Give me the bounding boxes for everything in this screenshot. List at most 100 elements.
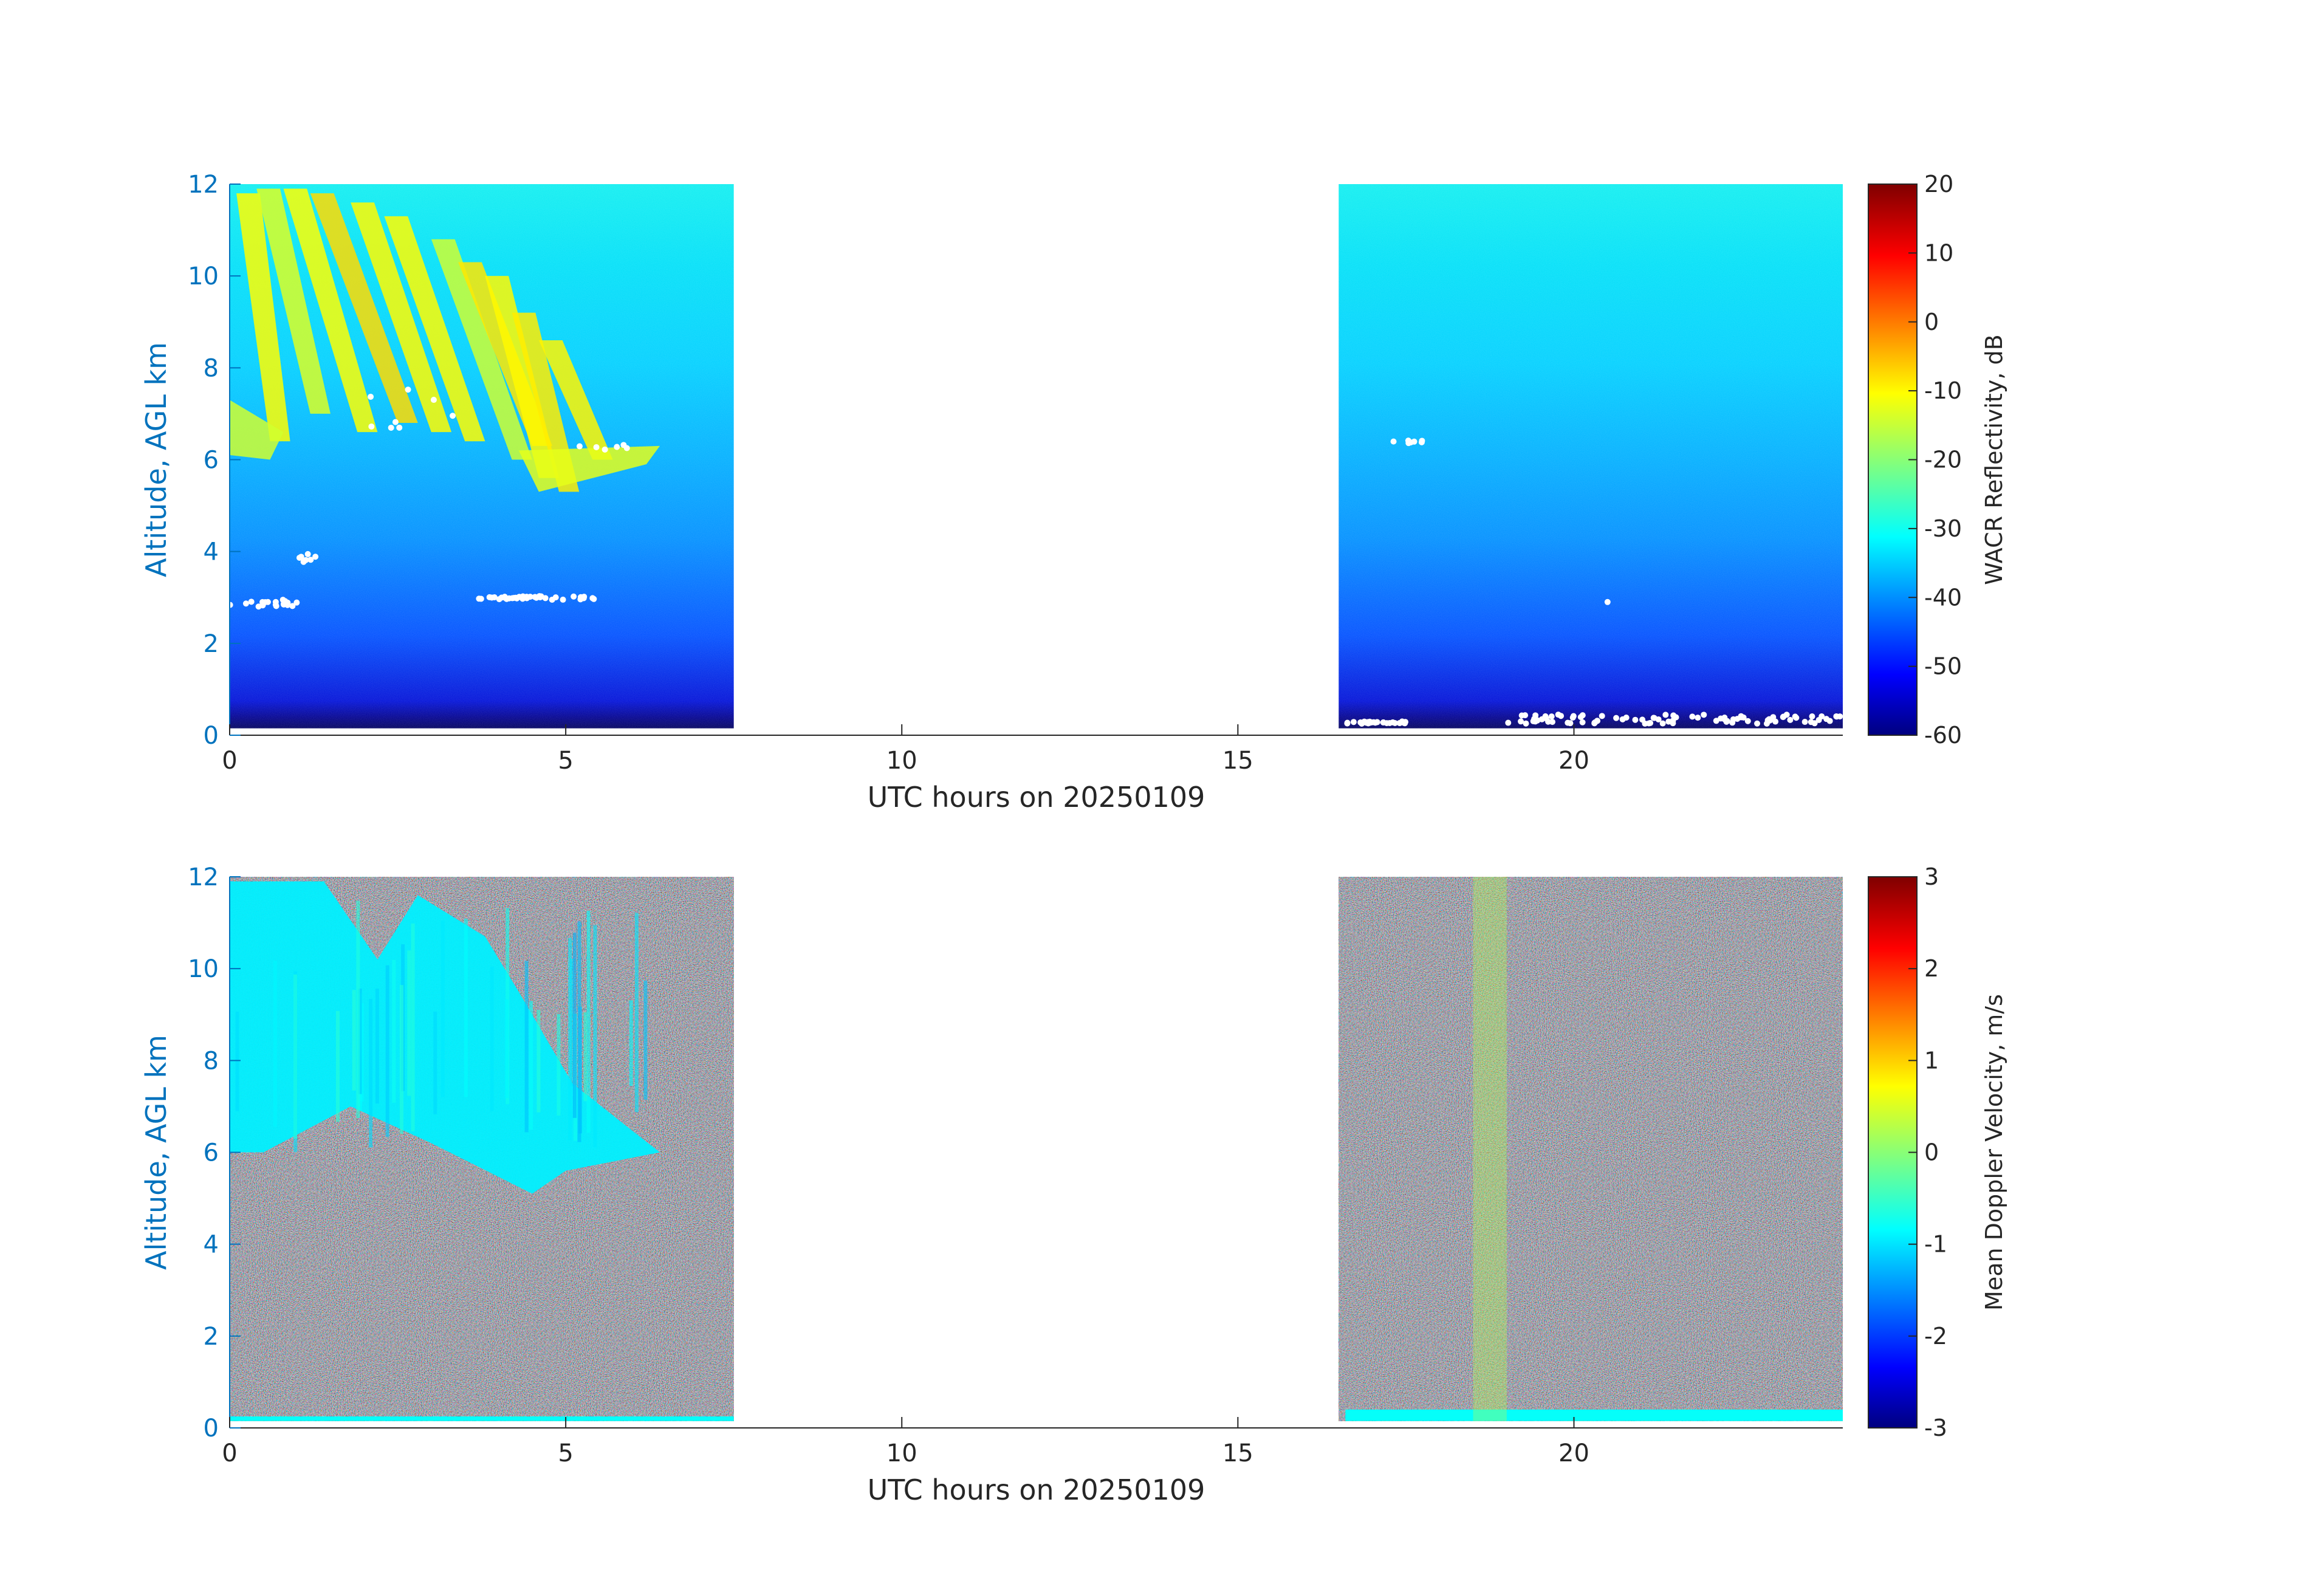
hydrometeor-point: [1632, 716, 1639, 723]
data-segment-noise: [1339, 877, 1843, 1421]
hydrometeor-point: [1695, 715, 1701, 721]
hydrometeor-point: [486, 594, 493, 600]
colorbar-tick-label: -20: [1924, 447, 1962, 473]
hydrometeor-point: [1365, 720, 1372, 727]
colorbar-tick-label: -40: [1924, 584, 1962, 611]
reflectivity-colorbar: 20 10 0 -10 -20 -30 -40 -50 -60: [1868, 171, 1962, 749]
colorbar-tick-label: 1: [1924, 1047, 1939, 1074]
cirrus-streak: [485, 276, 560, 478]
hydrometeor-point: [1579, 719, 1586, 725]
hydrometeor-point: [571, 593, 577, 600]
hydrometeor-point: [230, 602, 233, 608]
hydrometeor-point: [593, 444, 600, 450]
hydrometeor-point: [1402, 719, 1409, 725]
hydrometeor-point: [1579, 712, 1586, 719]
x-tick-label: 15: [1222, 1439, 1253, 1467]
cirrus-streak: [310, 193, 418, 424]
hydrometeor-point: [1523, 720, 1529, 727]
hydrometeor-point: [388, 424, 394, 431]
y-tick-label: 2: [204, 630, 219, 658]
y-tick-label: 0: [204, 1415, 219, 1442]
hydrometeor-point: [1662, 712, 1669, 718]
colorbar-tick-label: 2: [1924, 955, 1939, 982]
y-tick-label: 6: [204, 447, 219, 475]
hydrometeor-point: [1405, 439, 1412, 445]
hydrometeor-point: [1567, 720, 1574, 727]
hydrometeor-point: [1659, 720, 1666, 727]
hydrometeor-point: [1809, 713, 1815, 720]
x-tick-label: 5: [558, 747, 573, 775]
hydrometeor-point: [450, 413, 456, 419]
colorbar-tick-label: -30: [1924, 515, 1962, 542]
colorbar-tick-label: 20: [1924, 171, 1953, 197]
hydrometeor-point: [1833, 713, 1840, 720]
hydrometeor-point: [284, 601, 291, 608]
hydrometeor-point: [396, 424, 403, 431]
hydrometeor-point: [602, 446, 608, 453]
hydrometeor-point: [300, 558, 307, 565]
y-tick-label: 4: [204, 1231, 219, 1259]
hydrometeor-point: [242, 600, 249, 607]
cirrus-streak: [283, 188, 378, 433]
colorbar-tick-label: -50: [1924, 653, 1962, 680]
y-tick-label: 8: [204, 354, 219, 382]
hydrometeor-point: [368, 423, 375, 430]
hydrometeor-point: [1689, 713, 1696, 720]
cloud-region: [230, 881, 660, 1194]
hydrometeor-point: [1390, 438, 1397, 445]
y-axis-title: Altitude, AGL km: [140, 1035, 173, 1270]
cloud-layer: [230, 400, 284, 460]
hydrometeor-point: [476, 595, 482, 602]
hydrometeor-point: [1518, 712, 1525, 719]
x-axis-title: UTC hours on 20250109: [868, 781, 1205, 814]
hydrometeor-point: [1772, 718, 1779, 725]
hydrometeor-point: [1380, 719, 1387, 725]
hydrometeor-point: [552, 594, 559, 601]
surface-layer: [1345, 1409, 1843, 1421]
hydrometeor-point: [1744, 718, 1751, 724]
hydrometeor-point: [255, 603, 262, 610]
hydrometeor-point: [591, 595, 597, 602]
hydrometeor-point: [1811, 720, 1818, 727]
hydrometeor-point: [1670, 712, 1677, 719]
hydrometeor-point: [1642, 720, 1648, 727]
hydrometeor-point: [1548, 713, 1555, 720]
hydrometeor-point: [1701, 712, 1707, 718]
hydrometeor-point: [1665, 718, 1672, 725]
hydrometeor-point: [1729, 719, 1736, 726]
near-zero-band: [1473, 877, 1507, 1421]
hydrometeor-point: [293, 599, 300, 606]
hydrometeor-point: [1370, 719, 1377, 725]
y-tick-label: 0: [204, 722, 219, 750]
hydrometeor-point: [1549, 719, 1555, 725]
colorbar-tick-label: 0: [1924, 309, 1939, 335]
hydrometeor-point: [312, 554, 319, 560]
hydrometeor-point: [1604, 599, 1611, 605]
colorbar-tick-label: 10: [1924, 239, 1953, 266]
hydrometeor-point: [1801, 719, 1808, 725]
hydrometeor-point: [1647, 719, 1654, 726]
y-axis-title: Altitude, AGL km: [140, 342, 173, 577]
cirrus-streak: [351, 202, 452, 433]
colorbar-tick-label: -2: [1924, 1323, 1947, 1350]
velocity-colorbar: 3 2 1 0 -1 -2 -3: [1868, 863, 1947, 1441]
hydrometeor-point: [248, 599, 255, 605]
x-tick-label: 5: [558, 1439, 573, 1467]
cirrus-streak: [431, 239, 532, 460]
hydrometeor-point: [1390, 719, 1396, 725]
cloud-layer: [518, 445, 660, 492]
reflectivity-heatmap: [230, 184, 1843, 729]
cirrus-streak: [384, 216, 485, 442]
colorbar-tick-label: -3: [1924, 1415, 1947, 1441]
hydrometeor-point: [289, 603, 296, 609]
colorbar-label: WACR Reflectivity, dB: [1981, 334, 2007, 585]
hydrometeor-point: [576, 443, 583, 450]
hydrometeor-point: [560, 596, 566, 603]
hydrometeor-point: [1721, 716, 1728, 722]
hydrometeor-point: [510, 595, 517, 602]
hydrometeor-point: [1599, 713, 1605, 719]
colorbar-tick-label: -60: [1924, 722, 1962, 749]
